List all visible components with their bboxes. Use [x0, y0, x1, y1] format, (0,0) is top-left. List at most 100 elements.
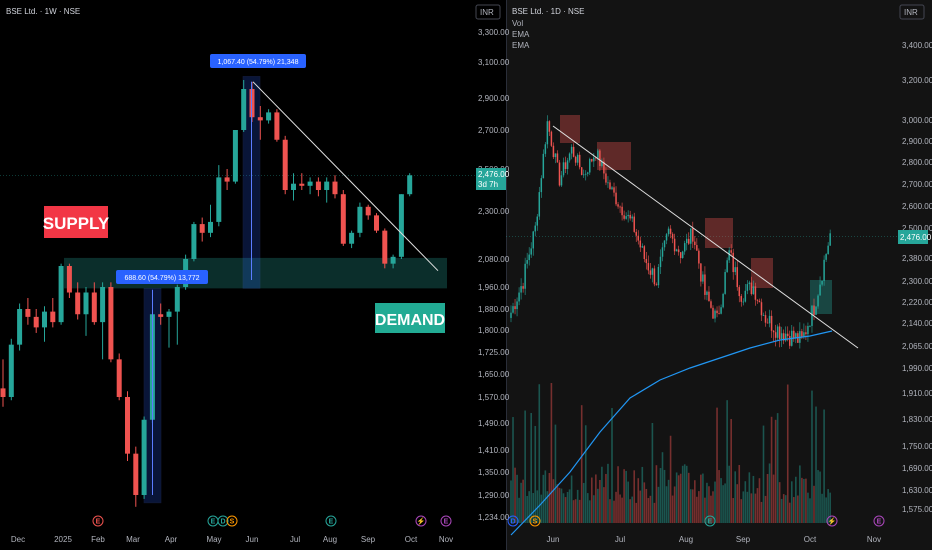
right-y-tick-label: 2,700.00 — [902, 180, 932, 189]
earnings-event-icon[interactable]: S — [226, 515, 238, 527]
left-x-tick-label: Aug — [323, 535, 337, 544]
daily-candle-body — [706, 291, 708, 295]
daily-candle — [619, 205, 621, 213]
daily-candle — [641, 243, 644, 249]
event-icon[interactable]: E — [873, 515, 885, 527]
daily-candle-body — [514, 306, 516, 310]
left-last-price-badge — [476, 168, 506, 190]
volume-bar — [683, 464, 686, 523]
measure-bottom-label: 688.60 (54.79%) 13,772 — [124, 275, 199, 282]
volume-bar — [758, 478, 761, 523]
candle-body — [282, 139, 288, 190]
volume-bar — [619, 494, 621, 523]
daily-candle — [681, 250, 684, 259]
volume-bar — [617, 466, 619, 523]
daily-candle-body — [536, 216, 539, 226]
daily-candle-body — [657, 267, 660, 286]
left-currency-button[interactable] — [475, 4, 501, 20]
daily-candle-body — [728, 250, 730, 261]
event-icon[interactable]: D — [507, 515, 519, 527]
volume-bar — [742, 491, 745, 523]
daily-candle — [550, 130, 553, 148]
volume-bar — [710, 495, 712, 523]
candle — [58, 263, 64, 325]
candle-body — [174, 287, 180, 312]
daily-candle — [679, 252, 682, 264]
volume-bar — [689, 489, 692, 523]
volume-bar — [696, 496, 698, 523]
volume-bar — [576, 489, 579, 523]
volume-bar — [803, 478, 805, 523]
earnings-event-icon[interactable]: ⚡ — [415, 515, 427, 527]
volume-bar — [799, 465, 801, 523]
earnings-event-icon[interactable]: E — [440, 515, 452, 527]
event-icon-ring — [226, 515, 238, 527]
left-y-tick-label: 1,800.00 — [478, 326, 510, 335]
daily-candle — [657, 263, 660, 288]
event-icon[interactable]: S — [529, 515, 541, 527]
daily-candle — [631, 214, 633, 223]
earnings-event-icon[interactable]: D — [217, 515, 229, 527]
candle — [125, 391, 130, 461]
daily-candle-body — [603, 161, 605, 174]
right-y-tick-label: 1,910.00 — [902, 389, 932, 398]
daily-candle — [774, 324, 777, 347]
daily-candle — [578, 151, 581, 170]
volume-bar — [748, 472, 751, 523]
volume-bar — [732, 498, 734, 523]
right-chart-background — [506, 0, 932, 550]
daily-candle — [556, 150, 559, 163]
daily-candle — [595, 157, 597, 162]
volume-bar — [768, 463, 771, 523]
volume-bar — [722, 485, 724, 523]
event-icon-ring — [826, 515, 838, 527]
indicator-ema-label-1[interactable]: EMA — [512, 30, 530, 39]
candle-body — [365, 206, 371, 216]
daily-candle — [770, 310, 773, 338]
candle-body — [382, 230, 388, 264]
volume-bar — [704, 497, 706, 523]
daily-candle — [764, 311, 767, 327]
candle-body — [390, 256, 396, 264]
daily-candle — [532, 230, 534, 256]
daily-candle-body — [615, 192, 617, 205]
earnings-event-icon[interactable]: E — [92, 515, 104, 527]
candle — [315, 177, 321, 197]
volume-bar — [673, 486, 676, 523]
event-icon[interactable]: E — [704, 515, 716, 527]
volume-bar — [714, 481, 716, 523]
volume-bar — [528, 491, 530, 523]
event-icon[interactable]: ⚡ — [826, 515, 838, 527]
candle-body — [141, 419, 147, 495]
volume-bar — [677, 475, 680, 523]
volume-bar — [698, 491, 700, 523]
indicator-vol-label[interactable]: Vol — [512, 19, 523, 28]
daily-candle — [673, 233, 676, 256]
daily-candle — [564, 156, 567, 173]
supply-highlight-box — [751, 258, 773, 288]
volume-bar — [643, 482, 646, 523]
indicator-ema-label-2[interactable]: EMA — [512, 41, 530, 50]
candle-body — [199, 224, 205, 233]
daily-candle-body — [637, 235, 640, 241]
volume-bar — [716, 407, 718, 523]
volume-bar — [712, 491, 714, 523]
candle-body — [307, 181, 313, 186]
event-icon-letter: E — [708, 519, 713, 526]
volume-bar — [593, 495, 595, 523]
right-currency-button[interactable] — [899, 4, 925, 20]
earnings-event-icon[interactable]: E — [325, 515, 337, 527]
volume-bar — [829, 492, 831, 523]
left-y-tick-label: 2,300.00 — [478, 207, 510, 216]
daily-candle-body — [621, 206, 623, 216]
daily-candle — [528, 247, 530, 266]
daily-candle — [702, 271, 704, 284]
candle — [224, 169, 230, 190]
volume-bar — [754, 493, 757, 523]
volume-bar — [708, 486, 710, 523]
daily-candle-body — [675, 249, 678, 252]
candle-body — [349, 232, 355, 244]
daily-candle-body — [554, 153, 557, 158]
daily-candle-body — [597, 150, 599, 158]
candle-body — [266, 112, 272, 121]
